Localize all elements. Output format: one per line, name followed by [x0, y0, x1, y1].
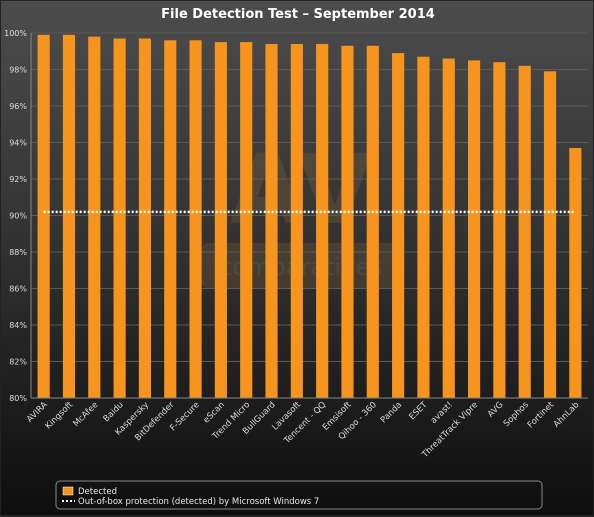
x-tick-label: ESET: [407, 399, 430, 422]
bar: [138, 38, 152, 398]
bar: [88, 36, 101, 399]
y-axis: 80% 82% 84% 86% 88% 90% 92% 94% 96% 98% 100%: [4, 29, 32, 403]
bar: [467, 60, 481, 398]
bar: [164, 40, 177, 399]
y-tick-label: 80%: [9, 394, 27, 403]
legend-box: [55, 480, 543, 510]
y-tick-label: 88%: [9, 248, 27, 257]
bar: [543, 71, 557, 398]
bar: [214, 42, 227, 398]
bar: [316, 43, 329, 398]
bar: [341, 45, 354, 399]
legend-label-detected: Detected: [78, 487, 117, 497]
bar: [569, 147, 582, 398]
x-tick-label: Kingsoft: [44, 400, 76, 432]
x-tick-label: Panda: [379, 400, 404, 425]
x-tick-label: McAfee: [71, 400, 100, 429]
legend: Detected Out-of-box protection (detected…: [55, 480, 543, 510]
y-tick-label: 86%: [9, 285, 27, 294]
legend-label-windows7: Out-of-box protection (detected) by Micr…: [78, 497, 319, 507]
bar: [442, 58, 455, 399]
y-tick-label: 84%: [9, 321, 27, 330]
bars: [37, 34, 582, 399]
y-tick-label: 90%: [9, 212, 27, 221]
chart-title: File Detection Test – September 2014: [161, 7, 435, 22]
x-tick-label: AVG: [486, 400, 506, 420]
bar: [189, 40, 202, 399]
bar: [493, 62, 506, 398]
bar: [240, 42, 253, 398]
y-tick-label: 100%: [4, 29, 27, 38]
bar: [113, 38, 126, 398]
bar: [290, 43, 303, 398]
y-tick-label: 92%: [9, 175, 27, 184]
bar: [366, 45, 379, 399]
y-tick-label: 98%: [9, 66, 27, 75]
bar: [265, 43, 278, 398]
y-tick-label: 96%: [9, 102, 27, 111]
y-tick-label: 82%: [9, 358, 27, 367]
legend-swatch-detected: [62, 486, 74, 496]
bar: [392, 53, 405, 398]
bar: [417, 56, 430, 398]
bar: [62, 34, 76, 398]
x-tick-label: AhnLab: [552, 400, 582, 430]
y-tick-label: 94%: [9, 139, 27, 148]
bar: [518, 65, 531, 398]
bar: [37, 34, 50, 398]
x-tick-label: Fortinet: [526, 400, 557, 431]
